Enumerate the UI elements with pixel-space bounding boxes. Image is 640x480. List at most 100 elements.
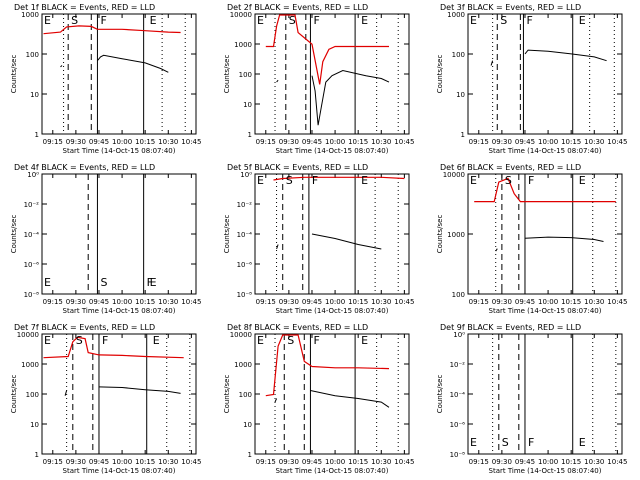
x-tick-label: 09:45 bbox=[515, 138, 535, 146]
phase-marker-E: E bbox=[361, 334, 368, 347]
phase-marker-E: E bbox=[150, 276, 157, 289]
detector-panel-6f: Det 6f BLACK = Events, RED = LLD 09:15 09:… bbox=[436, 163, 627, 315]
y-axis-label: Counts/sec bbox=[436, 215, 444, 254]
phase-marker-E: E bbox=[579, 14, 586, 27]
y-tick-label: 10 bbox=[456, 91, 465, 99]
phase-marker-S: S bbox=[71, 14, 78, 27]
x-tick-label: 10:30 bbox=[158, 458, 178, 466]
x-tick-label: 10:30 bbox=[584, 138, 604, 146]
events-series-line bbox=[310, 390, 390, 408]
x-tick-label: 10:30 bbox=[158, 298, 178, 306]
phase-marker-F: F bbox=[312, 174, 318, 187]
phase-marker-E: E bbox=[579, 436, 586, 449]
lld-series-line bbox=[43, 336, 184, 359]
phase-marker-F: F bbox=[147, 276, 153, 289]
x-tick-label: 10:00 bbox=[325, 138, 345, 146]
lld-series-line bbox=[265, 334, 390, 397]
lld-series-line bbox=[474, 177, 616, 203]
y-tick-label: 10⁻⁴ bbox=[24, 231, 40, 239]
y-tick-label: 10 bbox=[30, 91, 39, 99]
x-axis-label: Start Time (14-Oct-15 08:07:40) bbox=[276, 147, 389, 155]
x-tick-label: 09:30 bbox=[66, 298, 86, 306]
y-tick-label: 1000 bbox=[21, 11, 39, 19]
y-tick-label: 10000 bbox=[230, 331, 252, 339]
phase-marker-S: S bbox=[500, 14, 507, 27]
x-tick-label: 10:30 bbox=[371, 298, 391, 306]
x-tick-label: 10:45 bbox=[607, 298, 627, 306]
y-tick-label: 10000 bbox=[230, 11, 252, 19]
x-tick-label: 09:30 bbox=[279, 138, 299, 146]
phase-marker-E: E bbox=[150, 14, 157, 27]
phase-marker-E: E bbox=[44, 334, 51, 347]
x-tick-label: 10:00 bbox=[538, 298, 558, 306]
y-axis-label: Counts/sec bbox=[10, 55, 18, 94]
x-tick-label: 10:45 bbox=[607, 138, 627, 146]
panel-title: Det 6f BLACK = Events, RED = LLD bbox=[440, 163, 581, 172]
panel-title: Det 1f BLACK = Events, RED = LLD bbox=[14, 3, 155, 12]
x-tick-label: 09:30 bbox=[66, 138, 86, 146]
plot-frame bbox=[467, 13, 623, 135]
events-series-line bbox=[524, 49, 607, 62]
x-tick-label: 10:15 bbox=[348, 138, 368, 146]
x-tick-label: 09:15 bbox=[469, 298, 489, 306]
x-axis-label: Start Time (14-Oct-15 08:07:40) bbox=[276, 467, 389, 475]
x-tick-label: 10:00 bbox=[538, 458, 558, 466]
panel-title: Det 9f BLACK = Events, RED = LLD bbox=[440, 323, 581, 332]
x-tick-label: 09:15 bbox=[469, 458, 489, 466]
y-tick-label: 10⁰ bbox=[240, 171, 252, 179]
y-tick-label: 100 bbox=[26, 391, 39, 399]
y-tick-label: 1000 bbox=[234, 41, 252, 49]
y-tick-label: 10⁻⁶ bbox=[24, 261, 40, 269]
y-tick-label: 10⁻² bbox=[237, 201, 253, 209]
x-tick-label: 09:30 bbox=[492, 458, 512, 466]
y-axis-label: Counts/sec bbox=[10, 215, 18, 254]
x-tick-label: 10:15 bbox=[561, 138, 581, 146]
phase-marker-E: E bbox=[257, 174, 264, 187]
x-tick-label: 09:45 bbox=[89, 458, 109, 466]
y-axis-label: Counts/sec bbox=[223, 215, 231, 254]
events-series-line bbox=[276, 79, 279, 83]
x-tick-label: 09:45 bbox=[89, 298, 109, 306]
x-tick-label: 09:45 bbox=[302, 458, 322, 466]
x-tick-label: 10:15 bbox=[135, 138, 155, 146]
x-tick-label: 09:15 bbox=[43, 298, 63, 306]
x-tick-label: 09:30 bbox=[492, 298, 512, 306]
panel-title: Det 8f BLACK = Events, RED = LLD bbox=[227, 323, 368, 332]
events-series-line bbox=[311, 233, 382, 250]
plot-frame bbox=[467, 333, 623, 455]
phase-marker-F: F bbox=[526, 14, 532, 27]
y-tick-label: 100 bbox=[239, 391, 252, 399]
phase-marker-S: S bbox=[76, 334, 83, 347]
events-series-line bbox=[97, 54, 169, 73]
events-series-line bbox=[311, 69, 390, 126]
detector-panel-3f: Det 3f BLACK = Events, RED = LLD 09:15 09:… bbox=[436, 3, 627, 155]
y-axis-label: Counts/sec bbox=[223, 375, 231, 414]
x-tick-label: 09:15 bbox=[469, 138, 489, 146]
panel-title: Det 3f BLACK = Events, RED = LLD bbox=[440, 3, 581, 12]
phase-marker-S: S bbox=[505, 174, 512, 187]
detector-panel-9f: Det 9f BLACK = Events, RED = LLD 09:15 09:… bbox=[436, 323, 627, 475]
phase-marker-F: F bbox=[528, 174, 534, 187]
events-series-line bbox=[276, 244, 279, 250]
x-tick-label: 10:15 bbox=[561, 458, 581, 466]
phase-marker-S: S bbox=[502, 436, 509, 449]
phase-marker-E: E bbox=[44, 276, 51, 289]
lld-series-line bbox=[43, 25, 181, 35]
y-tick-label: 1 bbox=[248, 451, 252, 459]
y-axis-label: Counts/sec bbox=[436, 375, 444, 414]
y-tick-label: 10⁻⁴ bbox=[450, 391, 466, 399]
x-tick-label: 10:30 bbox=[371, 458, 391, 466]
y-tick-label: 10 bbox=[30, 421, 39, 429]
y-tick-label: 1 bbox=[461, 131, 465, 139]
y-tick-label: 1 bbox=[35, 451, 39, 459]
x-tick-label: 10:30 bbox=[371, 138, 391, 146]
y-tick-label: 10⁻⁶ bbox=[450, 421, 466, 429]
events-series-line bbox=[524, 236, 604, 242]
x-tick-label: 10:00 bbox=[112, 138, 132, 146]
